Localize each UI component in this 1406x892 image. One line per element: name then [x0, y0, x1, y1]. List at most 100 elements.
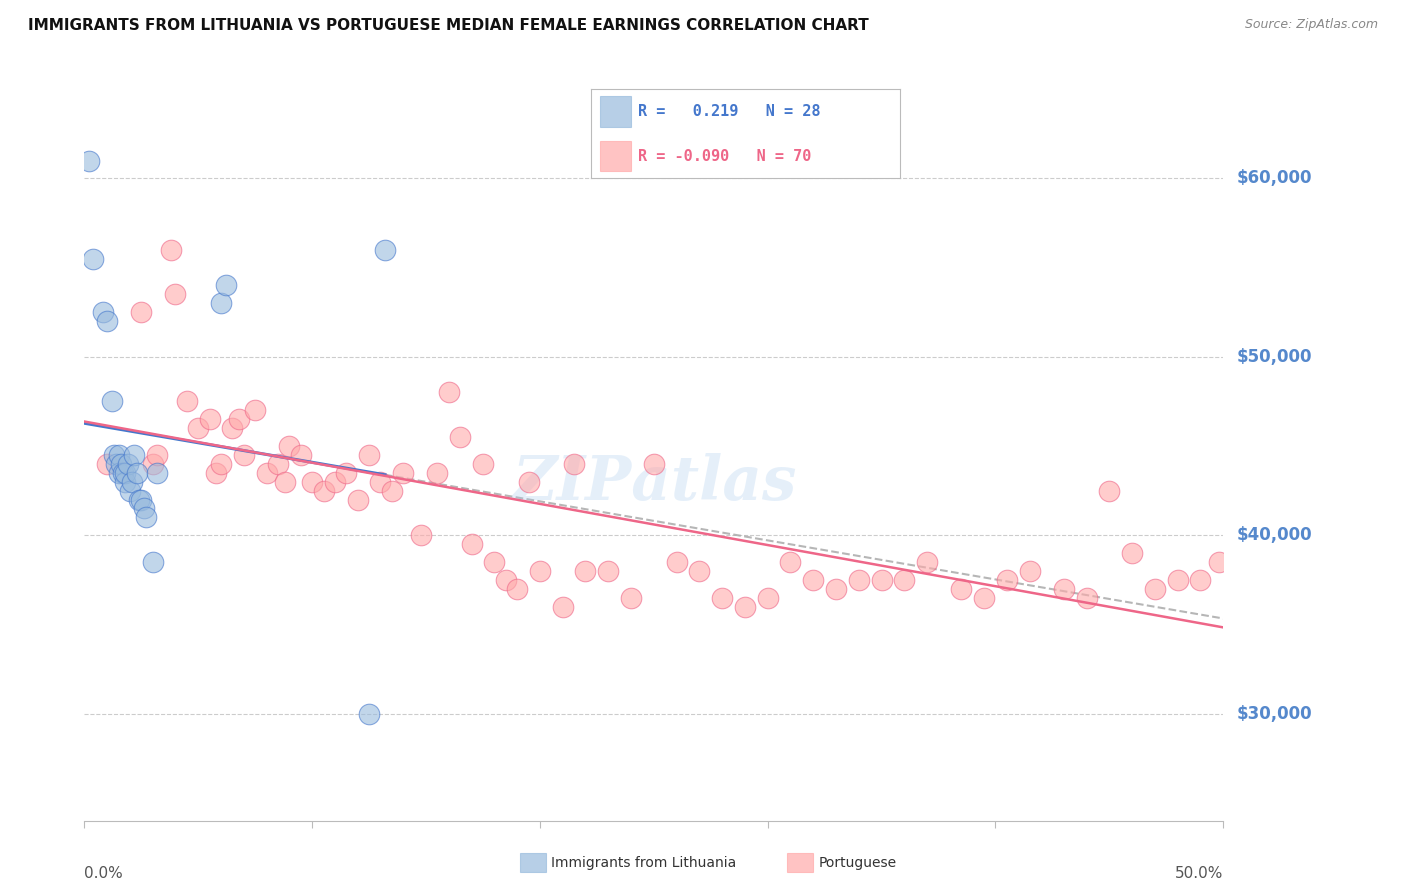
Point [107, 466, 129, 480]
Point [460, 537, 482, 551]
Point [278, 439, 301, 453]
Point [274, 475, 297, 489]
Point [506, 582, 529, 596]
Point [205, 466, 228, 480]
Point [392, 466, 415, 480]
Point [214, 278, 236, 293]
Text: Source: ZipAtlas.com: Source: ZipAtlas.com [1244, 18, 1378, 31]
Point [256, 466, 278, 480]
Point [688, 564, 710, 578]
Point [995, 573, 1018, 587]
Point [121, 475, 143, 489]
Text: $30,000: $30,000 [1237, 705, 1313, 723]
Point [128, 492, 150, 507]
Point [96, 457, 118, 471]
Point [529, 564, 551, 578]
Text: $50,000: $50,000 [1237, 348, 1313, 366]
Point [449, 430, 471, 444]
Point [734, 599, 756, 614]
Point [950, 582, 973, 596]
Point [209, 457, 232, 471]
Point [107, 448, 129, 462]
Point [117, 457, 139, 471]
Point [1189, 573, 1212, 587]
Point [114, 466, 136, 480]
Point [323, 475, 346, 489]
Point [228, 412, 250, 426]
Point [756, 591, 779, 605]
Point [209, 296, 232, 310]
Point [118, 483, 141, 498]
Point [132, 501, 155, 516]
Point [91, 305, 114, 319]
Point [131, 492, 153, 507]
Point [103, 448, 125, 462]
Point [359, 448, 381, 462]
Point [312, 483, 335, 498]
Point [165, 287, 187, 301]
Point [124, 448, 146, 462]
Point [370, 475, 392, 489]
Text: R = -0.090   N = 70: R = -0.090 N = 70 [638, 149, 811, 163]
Point [1098, 483, 1121, 498]
Point [77, 153, 100, 168]
Text: $60,000: $60,000 [1237, 169, 1313, 187]
Point [100, 394, 122, 409]
Point [711, 591, 734, 605]
Point [426, 466, 449, 480]
Text: Immigrants from Lithuania: Immigrants from Lithuania [551, 855, 737, 870]
Point [105, 457, 128, 471]
Point [779, 555, 801, 569]
Text: IMMIGRANTS FROM LITHUANIA VS PORTUGUESE MEDIAN FEMALE EARNINGS CORRELATION CHART: IMMIGRANTS FROM LITHUANIA VS PORTUGUESE … [28, 18, 869, 33]
Bar [600, 96, 631, 127]
Point [598, 564, 620, 578]
Point [335, 466, 357, 480]
Point [146, 466, 169, 480]
Point [1167, 573, 1189, 587]
Point [472, 457, 495, 471]
Text: ZIP​atlas: ZIP​atlas [512, 453, 796, 514]
Text: 0.0%: 0.0% [84, 865, 124, 880]
Text: 50.0%: 50.0% [1175, 865, 1223, 880]
Point [381, 483, 404, 498]
Point [346, 492, 368, 507]
Point [411, 528, 433, 542]
Point [620, 591, 643, 605]
Point [893, 573, 915, 587]
Point [198, 412, 221, 426]
Point [915, 555, 938, 569]
Point [221, 421, 243, 435]
Point [484, 555, 506, 569]
Point [135, 510, 157, 524]
Point [359, 706, 381, 721]
Point [1018, 564, 1040, 578]
Text: $40,000: $40,000 [1237, 526, 1313, 544]
Point [495, 573, 517, 587]
Point [267, 457, 290, 471]
Point [142, 555, 165, 569]
Point [1076, 591, 1098, 605]
Point [290, 448, 312, 462]
Point [125, 466, 148, 480]
Text: Portuguese: Portuguese [818, 855, 897, 870]
Point [232, 448, 254, 462]
Point [142, 457, 165, 471]
Point [870, 573, 893, 587]
Bar [600, 141, 631, 171]
Point [848, 573, 870, 587]
Point [131, 305, 153, 319]
Point [562, 457, 585, 471]
Point [301, 475, 323, 489]
Point [825, 582, 848, 596]
Point [1143, 582, 1166, 596]
Text: R =   0.219   N = 28: R = 0.219 N = 28 [638, 104, 821, 119]
Point [96, 314, 118, 328]
Point [245, 403, 267, 417]
Point [437, 385, 460, 400]
Point [160, 243, 183, 257]
Point [176, 394, 198, 409]
Point [374, 243, 396, 257]
Point [517, 475, 540, 489]
Point [1208, 555, 1230, 569]
Point [801, 573, 824, 587]
